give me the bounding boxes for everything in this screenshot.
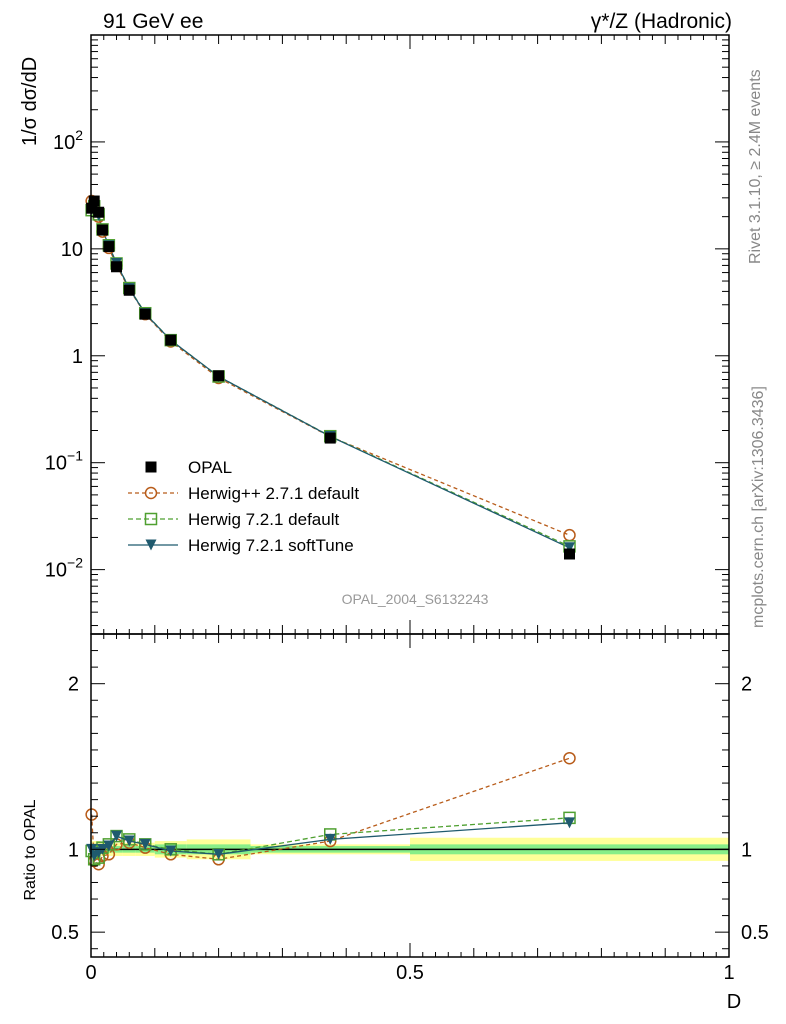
ratio-point bbox=[139, 838, 151, 850]
ratio-y-tick-label: 0.5 bbox=[51, 922, 79, 944]
main-point bbox=[88, 195, 100, 207]
main-point bbox=[96, 224, 108, 236]
ratio-y-tick-label-right: 1 bbox=[741, 839, 752, 861]
mcplots-source-text: mcplots.cern.ch [arXiv:1306.3436] bbox=[750, 386, 767, 628]
y-tick-label: 10−1 bbox=[45, 448, 83, 475]
legend-label: Herwig++ 2.7.1 default bbox=[188, 484, 359, 503]
ratio-series-line bbox=[91, 817, 570, 861]
x-tick-label: 0 bbox=[85, 962, 96, 984]
x-axis-label: D bbox=[727, 991, 741, 1013]
main-ylabel: 1/σ dσ/dD bbox=[19, 57, 41, 146]
ratio-frame bbox=[90, 633, 730, 958]
legend-marker bbox=[144, 512, 158, 526]
legend-marker bbox=[145, 461, 157, 473]
x-tick-label: 1 bbox=[723, 962, 734, 984]
header-left: 91 GeV ee bbox=[103, 10, 203, 33]
main-point bbox=[139, 308, 151, 320]
legend-marker bbox=[145, 539, 157, 551]
legend-label: Herwig 7.2.1 softTune bbox=[188, 536, 354, 555]
main-point bbox=[103, 241, 115, 253]
header-right: γ*/Z (Hadronic) bbox=[591, 10, 732, 33]
legend-marker bbox=[144, 486, 158, 500]
ratio-point bbox=[324, 833, 336, 845]
x-tick-label: 0.5 bbox=[396, 962, 424, 984]
main-point bbox=[324, 432, 336, 444]
legend-label: OPAL bbox=[188, 458, 232, 477]
ratio-ylabel: Ratio to OPAL bbox=[22, 799, 39, 900]
legend: OPAL Herwig++ 2.7.1 default Herwig 7.2.1 d… bbox=[128, 458, 359, 555]
ratio-point bbox=[564, 817, 575, 829]
ratio-y-tick-label: 1 bbox=[68, 839, 79, 861]
ratio-point bbox=[123, 835, 135, 847]
main-point bbox=[564, 548, 575, 560]
ratio-y-tick-label: 2 bbox=[68, 674, 79, 696]
ratio-band-layer bbox=[91, 837, 729, 861]
main-point bbox=[563, 528, 576, 542]
main-point bbox=[213, 370, 225, 382]
ratio-y-tick-label-right: 0.5 bbox=[741, 922, 769, 944]
y-tick-label: 102 bbox=[53, 127, 83, 154]
ratio-point bbox=[165, 845, 177, 857]
y-tick-label: 10−2 bbox=[45, 555, 83, 582]
ratio-point bbox=[213, 848, 225, 860]
y-tick-label: 10 bbox=[61, 239, 83, 261]
ratio-point bbox=[111, 830, 123, 842]
y-tick-label: 1 bbox=[72, 346, 83, 368]
main-point bbox=[165, 334, 177, 346]
main-frame bbox=[90, 34, 730, 635]
main-point bbox=[93, 206, 105, 218]
legend-label: Herwig 7.2.1 default bbox=[188, 510, 339, 529]
analysis-label: OPAL_2004_S6132243 bbox=[342, 591, 489, 607]
ratio-point bbox=[563, 751, 576, 765]
main-series-layer bbox=[85, 194, 576, 560]
ratio-y-tick-label-right: 2 bbox=[741, 674, 752, 696]
main-point bbox=[111, 261, 123, 273]
main-point bbox=[123, 284, 135, 296]
ratio-point bbox=[103, 840, 115, 852]
main-point bbox=[564, 542, 575, 554]
rivet-version-text: Rivet 3.1.10, ≥ 2.4M events bbox=[747, 69, 764, 264]
axes-layer: 0 0.5 1 10−2 10−1 1 10 102 0.5 0.5 1 1 2 2 bbox=[45, 34, 769, 984]
